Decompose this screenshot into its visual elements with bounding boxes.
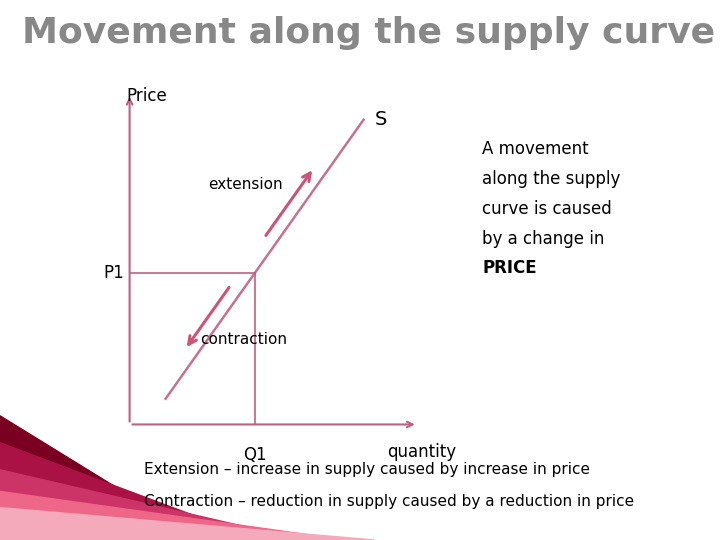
Polygon shape [0,443,259,540]
Text: Movement along the supply curve: Movement along the supply curve [22,16,715,50]
Polygon shape [0,491,346,540]
Text: Extension – increase in supply caused by increase in price: Extension – increase in supply caused by… [144,462,590,477]
Polygon shape [0,470,302,540]
Text: curve is caused: curve is caused [482,200,612,218]
Text: A movement: A movement [482,140,589,158]
Polygon shape [0,416,202,540]
Text: Q1: Q1 [243,447,266,464]
Text: extension: extension [209,177,283,192]
Text: quantity: quantity [387,443,456,461]
Text: S: S [374,110,387,129]
Polygon shape [0,508,374,540]
Text: by a change in: by a change in [482,230,605,247]
Text: along the supply: along the supply [482,170,621,188]
Text: Contraction – reduction in supply caused by a reduction in price: Contraction – reduction in supply caused… [144,494,634,509]
Text: PRICE: PRICE [482,259,537,277]
Text: contraction: contraction [200,332,287,347]
Text: Price: Price [126,86,167,105]
Text: P1: P1 [104,264,125,282]
